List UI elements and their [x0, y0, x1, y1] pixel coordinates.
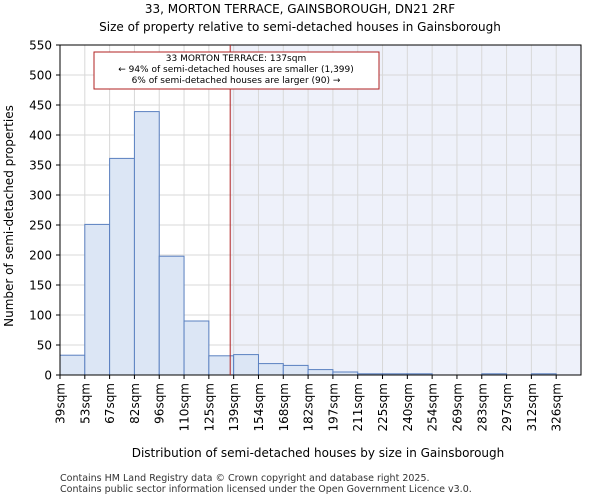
y-tick-label: 550 [29, 39, 52, 53]
x-tick-label: 297sqm [500, 383, 514, 431]
chart-subtitle: Size of property relative to semi-detach… [99, 20, 501, 34]
bar-110sqm [183, 320, 210, 376]
y-tick-label: 150 [29, 279, 52, 293]
annotation-line-2: ← 94% of semi-detached houses are smalle… [118, 65, 354, 75]
x-tick-label: 254sqm [426, 383, 440, 431]
x-tick-label: 225sqm [376, 383, 390, 431]
bar-67sqm [109, 157, 135, 376]
bar-53sqm [84, 223, 111, 376]
y-tick-label: 0 [44, 369, 52, 383]
y-tick-label: 400 [29, 129, 52, 143]
x-tick-label: 67sqm [103, 383, 117, 424]
y-tick-label: 200 [29, 249, 52, 263]
bar-182sqm [307, 369, 334, 376]
x-tick-label: 326sqm [550, 383, 564, 431]
x-tick-label: 125sqm [202, 383, 216, 431]
bar-82sqm [133, 111, 160, 376]
y-tick-label: 100 [29, 309, 52, 323]
x-tick-label: 240sqm [401, 383, 415, 431]
bar-154sqm [257, 363, 284, 376]
footer-line-2: Contains public sector information licen… [60, 484, 472, 495]
x-tick-label: 110sqm [178, 383, 192, 431]
plot-area: 0 50 100 150 200 250 300 350 400 450 500 550 39sqm 53… [29, 39, 582, 431]
x-tick-label: 283sqm [475, 383, 489, 431]
chart-title: 33, MORTON TERRACE, GAINSBOROUGH, DN21 2… [145, 2, 455, 16]
annotation-line-1: 33 MORTON TERRACE: 137sqm [166, 54, 306, 64]
y-axis-label: Number of semi-detached properties [2, 105, 16, 327]
bar-139sqm [233, 354, 259, 376]
bar-96sqm [158, 255, 185, 376]
bar-168sqm [282, 364, 309, 376]
y-tick-label: 350 [29, 159, 52, 173]
y-tick-label: 500 [29, 69, 52, 83]
footer-line-1: Contains HM Land Registry data © Crown c… [60, 473, 430, 484]
x-tick-label: 211sqm [351, 383, 365, 431]
x-tick-label: 312sqm [525, 383, 539, 431]
larger-region-shade [230, 45, 581, 375]
x-tick-label: 197sqm [326, 383, 340, 431]
y-tick-label: 450 [29, 99, 52, 113]
x-tick-label: 269sqm [450, 383, 464, 431]
x-tick-label: 82sqm [128, 383, 142, 424]
x-tick-label: 139sqm [227, 383, 241, 431]
x-axis-label: Distribution of semi-detached houses by … [132, 446, 505, 460]
annotation-line-3: 6% of semi-detached houses are larger (9… [132, 76, 341, 86]
x-tick-label: 154sqm [252, 383, 266, 431]
x-tick-label: 39sqm [54, 383, 68, 424]
bar-39sqm [59, 354, 86, 376]
y-tick-label: 250 [29, 219, 52, 233]
y-tick-label: 300 [29, 189, 52, 203]
annotation-box [93, 51, 380, 90]
x-tick-label: 53sqm [78, 383, 92, 424]
plot-frame [59, 44, 582, 376]
x-tick-label: 96sqm [153, 383, 167, 424]
y-tick-label: 50 [37, 339, 52, 353]
x-tick-label: 168sqm [277, 383, 291, 431]
x-tick-label: 182sqm [302, 383, 316, 431]
